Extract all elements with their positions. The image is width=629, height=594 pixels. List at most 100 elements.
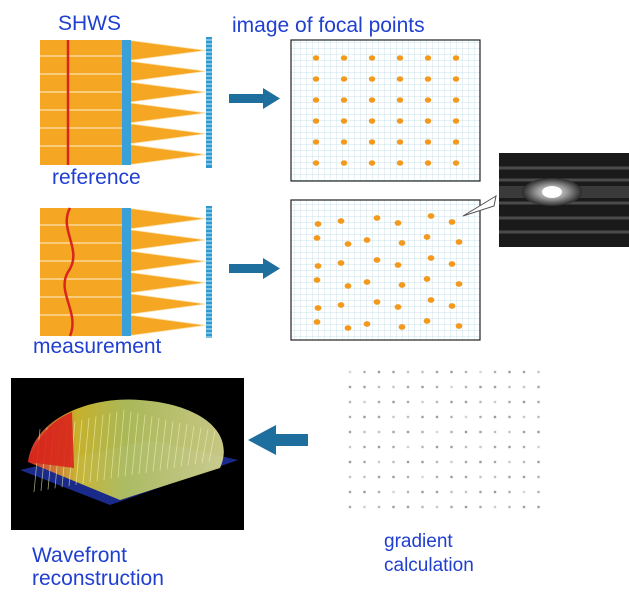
focal-spot [396, 76, 404, 82]
focal-spot [394, 220, 402, 226]
gradient-dot [464, 415, 468, 419]
gradient-dot [406, 415, 410, 419]
gradient-dot [493, 445, 497, 449]
gradient-dot [363, 505, 366, 509]
gradient-dot [363, 400, 366, 404]
focal-spot [423, 234, 431, 240]
focal-spot [344, 241, 352, 247]
focal-spot [340, 118, 348, 124]
focal-spot [398, 324, 406, 330]
gradient-dot [363, 430, 366, 434]
gradient-dot [508, 400, 511, 404]
focal-spot [312, 139, 320, 145]
focal-spot [312, 160, 320, 166]
left-arrow-icon [248, 425, 308, 455]
mesh-line [194, 427, 202, 465]
measurement-spot-grid [313, 213, 463, 331]
measurement-detector-ticks [206, 208, 212, 338]
measurement-beam-cones [126, 207, 207, 337]
right-arrow-icon [229, 258, 280, 279]
gradient-dot [348, 415, 352, 419]
gradient-dot [421, 445, 424, 449]
focal-spot [424, 76, 432, 82]
focal-spot [368, 97, 376, 103]
focal-spot [314, 305, 322, 311]
gradient-dot [450, 475, 453, 479]
focal-spot [340, 76, 348, 82]
focal-spot [312, 118, 320, 124]
mesh-line [208, 430, 216, 463]
focal-spot [312, 76, 320, 82]
focal-spot [314, 221, 322, 227]
focal-spot [424, 139, 432, 145]
gradient-dot [348, 505, 352, 509]
gradient-dot [406, 400, 410, 404]
gradient-dot [377, 490, 381, 494]
gradient-dot [508, 445, 511, 449]
gradient-dot [406, 460, 410, 464]
gradient-dot [508, 460, 511, 464]
focal-spot [313, 319, 321, 325]
gradient-dot [406, 385, 410, 389]
gradient-dot [508, 385, 511, 389]
mesh-line [187, 425, 195, 466]
mesh-line [138, 414, 146, 475]
gradient-dot [493, 415, 497, 419]
focal-spot [424, 97, 432, 103]
gradient-dot [522, 460, 526, 464]
gradient-dot [377, 400, 381, 404]
gradient-dot [537, 490, 540, 494]
beam-cone [126, 102, 207, 124]
focal-spot [368, 76, 376, 82]
mesh-line [152, 417, 160, 472]
gradient-dot [363, 370, 366, 374]
gradient-dot [348, 490, 352, 494]
focal-spot [452, 55, 460, 61]
gradient-dot [537, 445, 540, 449]
gradient-dot [464, 460, 468, 464]
focal-spot [424, 160, 432, 166]
gradient-dot [508, 415, 511, 419]
measurement-focal-spots-panel [290, 199, 481, 341]
focal-spot [396, 139, 404, 145]
mesh-line [180, 424, 188, 467]
gradient-dot [464, 445, 468, 449]
gradient-dot [435, 490, 439, 494]
gradient-dot [537, 475, 540, 479]
focal-spot [363, 279, 371, 285]
gradient-dot [522, 445, 526, 449]
gradient-dot [537, 385, 540, 389]
mesh-line [82, 417, 90, 484]
focal-spot [424, 118, 432, 124]
reference-lenslet-array [122, 40, 131, 165]
gradient-dot [479, 460, 482, 464]
gradient-dot [537, 400, 540, 404]
beam-cone [126, 207, 207, 230]
reference-spot-grid [312, 55, 460, 166]
beam-cone [126, 228, 207, 252]
mesh-line [145, 416, 153, 473]
focal-spot [363, 321, 371, 327]
mesh-line [117, 409, 125, 478]
gradient-dot [435, 370, 439, 374]
gradient-dot [479, 430, 482, 434]
gradient-dot [479, 370, 482, 374]
focal-spot [455, 239, 463, 245]
gradient-dot [522, 490, 526, 494]
focal-points-title: image of focal points [232, 14, 425, 37]
focal-spot [340, 55, 348, 61]
gradient-dot [464, 430, 468, 434]
focal-spot [427, 297, 435, 303]
focal-spot [337, 302, 345, 308]
gradient-dot [522, 475, 526, 479]
focal-spot [452, 139, 460, 145]
gradient-dot [435, 400, 439, 404]
focal-spot [363, 237, 371, 243]
focal-spot [313, 277, 321, 283]
reference-label: reference [52, 166, 141, 189]
spot-closeup-image [499, 153, 629, 247]
gradient-dot [479, 475, 482, 479]
gradient-dot [508, 370, 511, 374]
beam-cone [126, 143, 207, 166]
focal-spot [448, 261, 456, 267]
